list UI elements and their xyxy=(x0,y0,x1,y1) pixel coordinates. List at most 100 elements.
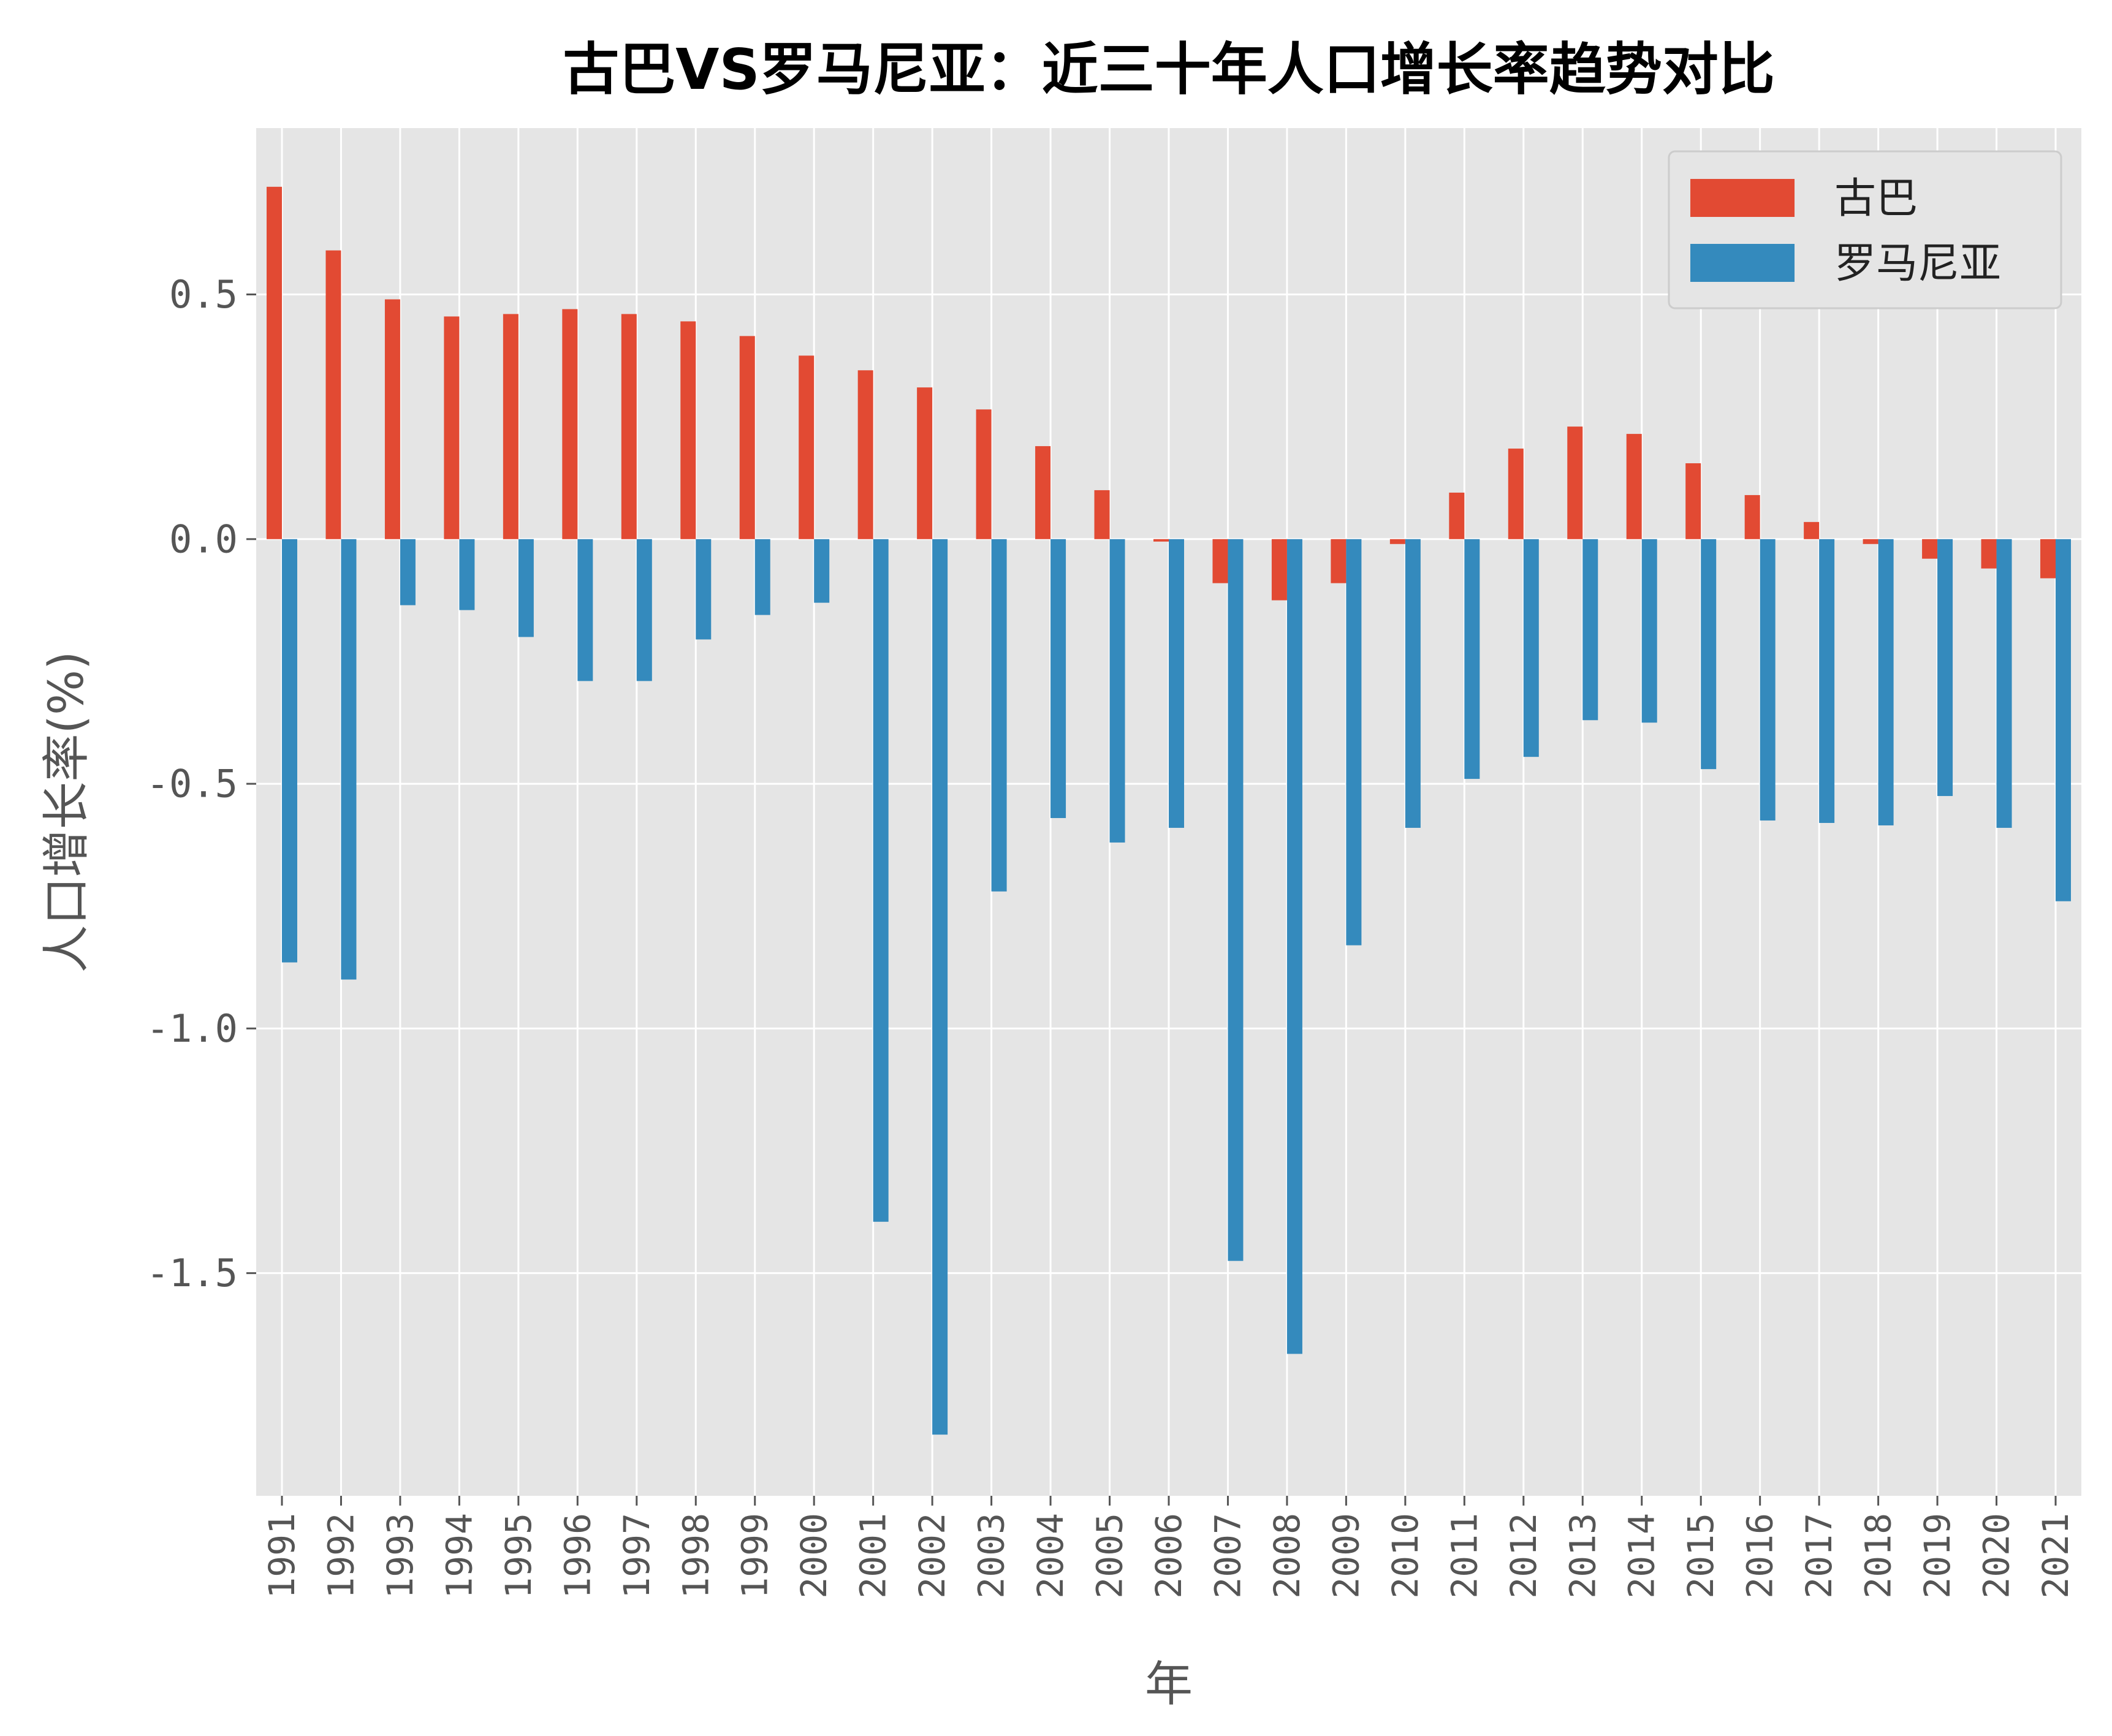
bar-romania-2003 xyxy=(991,539,1007,892)
bar-cuba-2021 xyxy=(2040,539,2056,578)
bar-cuba-2011 xyxy=(1449,492,1465,539)
bar-romania-2009 xyxy=(1346,539,1362,946)
bar-cuba-2017 xyxy=(1804,521,1820,539)
x-tick-label: 1991 xyxy=(261,1513,303,1599)
bar-cuba-2018 xyxy=(1863,539,1878,544)
x-tick-label: 2005 xyxy=(1089,1513,1131,1599)
x-tick-label: 2000 xyxy=(793,1513,835,1599)
x-tick-label: 2015 xyxy=(1680,1513,1722,1599)
bar-romania-1995 xyxy=(518,539,534,637)
y-tick-label: 0.0 xyxy=(169,517,238,561)
legend: 古巴 罗马尼亚 xyxy=(1668,150,2062,309)
x-tick-label: 2007 xyxy=(1207,1513,1248,1599)
bar-cuba-2014 xyxy=(1626,434,1642,539)
x-tick-label: 2018 xyxy=(1858,1513,1899,1599)
bar-romania-2012 xyxy=(1523,539,1539,757)
bar-romania-2001 xyxy=(873,539,889,1222)
bar-romania-1992 xyxy=(341,539,357,980)
x-tick-label: 2009 xyxy=(1325,1513,1367,1599)
bar-romania-2006 xyxy=(1169,539,1184,828)
bar-romania-2011 xyxy=(1464,539,1480,779)
bar-romania-2013 xyxy=(1582,539,1598,721)
bar-romania-2005 xyxy=(1109,539,1125,843)
bar-romania-1994 xyxy=(459,539,475,610)
bar-cuba-2020 xyxy=(1981,539,1997,569)
x-tick-label: 2019 xyxy=(1916,1513,1958,1599)
bar-cuba-1997 xyxy=(621,314,637,539)
x-tick-label: 1992 xyxy=(320,1513,362,1599)
bar-cuba-2001 xyxy=(857,370,873,539)
x-tick-label: 1994 xyxy=(438,1513,480,1599)
bar-romania-2020 xyxy=(1996,539,2012,828)
bar-romania-1998 xyxy=(696,539,712,640)
legend-label-cuba: 古巴 xyxy=(1834,175,1918,223)
bar-romania-2017 xyxy=(1819,539,1835,823)
bar-romania-1993 xyxy=(400,539,416,605)
x-tick-label: 2003 xyxy=(971,1513,1012,1599)
x-tick-label: 2014 xyxy=(1621,1513,1663,1599)
bar-cuba-1995 xyxy=(503,314,519,539)
x-tick-label: 1993 xyxy=(379,1513,421,1599)
bar-romania-2000 xyxy=(814,539,830,603)
chart-title: 古巴VS罗马尼亚：近三十年人口增长率趋势对比 xyxy=(563,37,1774,102)
y-tick-label: 0.5 xyxy=(169,272,238,317)
x-tick-label: 1996 xyxy=(556,1513,598,1599)
bar-romania-2010 xyxy=(1405,539,1421,828)
bar-cuba-2004 xyxy=(1035,446,1051,539)
x-tick-label: 2011 xyxy=(1443,1513,1485,1599)
bar-cuba-2015 xyxy=(1685,463,1701,539)
bar-cuba-2003 xyxy=(976,409,992,539)
bar-cuba-2007 xyxy=(1212,539,1228,583)
bar-cuba-2012 xyxy=(1508,449,1524,539)
x-tick-label: 2008 xyxy=(1266,1513,1308,1599)
x-tick-label: 1998 xyxy=(675,1513,716,1599)
x-tick-label: 2001 xyxy=(853,1513,894,1599)
bar-cuba-2008 xyxy=(1271,539,1287,601)
bar-romania-1996 xyxy=(577,539,593,681)
bar-cuba-1998 xyxy=(680,321,696,539)
legend-label-romania: 罗马尼亚 xyxy=(1834,240,2001,288)
x-tick-label: 2021 xyxy=(2035,1513,2076,1599)
x-axis: 1991 1992 1993 1994 1995 1996 1997 1998 1999 2000… xyxy=(261,1496,2076,1599)
bar-romania-1999 xyxy=(754,539,770,615)
y-tick-label: -1.0 xyxy=(146,1006,238,1051)
bar-romania-2004 xyxy=(1050,539,1066,818)
bar-cuba-2005 xyxy=(1094,490,1110,539)
x-tick-label: 2012 xyxy=(1503,1513,1544,1599)
bar-cuba-2013 xyxy=(1567,426,1583,539)
bar-cuba-1993 xyxy=(384,299,400,539)
bar-cuba-1994 xyxy=(444,316,460,539)
bar-cuba-2016 xyxy=(1744,495,1760,539)
bar-cuba-2010 xyxy=(1389,539,1405,544)
bar-cuba-2000 xyxy=(799,355,815,539)
x-tick-label: 2016 xyxy=(1739,1513,1781,1599)
y-axis-title: 人口增长率(%) xyxy=(39,651,94,973)
bar-cuba-2019 xyxy=(1922,539,1938,559)
bar-romania-2018 xyxy=(1878,539,1894,825)
bar-romania-2015 xyxy=(1701,539,1717,770)
x-tick-label: 2006 xyxy=(1148,1513,1190,1599)
bar-romania-2021 xyxy=(2056,539,2071,901)
x-tick-label: 2010 xyxy=(1385,1513,1426,1599)
x-tick-label: 2002 xyxy=(911,1513,953,1599)
x-tick-label: 1997 xyxy=(616,1513,658,1599)
y-tick-label: -1.5 xyxy=(146,1251,238,1295)
y-axis: 0.5 0.0 -0.5 -1.0 -1.5 xyxy=(146,272,256,1295)
bar-romania-2014 xyxy=(1641,539,1657,723)
bars xyxy=(267,186,2071,1435)
bar-cuba-2009 xyxy=(1331,539,1347,583)
x-tick-label: 2004 xyxy=(1030,1513,1071,1599)
x-tick-label: 1995 xyxy=(498,1513,539,1599)
bar-cuba-1996 xyxy=(562,309,578,539)
bar-romania-1997 xyxy=(636,539,652,681)
bar-romania-2008 xyxy=(1286,539,1302,1354)
bar-cuba-1991 xyxy=(267,186,282,539)
legend-swatch-romania xyxy=(1690,244,1795,282)
x-tick-label: 2013 xyxy=(1562,1513,1603,1599)
bar-cuba-2002 xyxy=(917,387,933,539)
x-tick-label: 2017 xyxy=(1798,1513,1840,1599)
bar-romania-2007 xyxy=(1228,539,1244,1261)
x-tick-label: 2020 xyxy=(1976,1513,2018,1599)
bar-cuba-1999 xyxy=(739,336,755,539)
